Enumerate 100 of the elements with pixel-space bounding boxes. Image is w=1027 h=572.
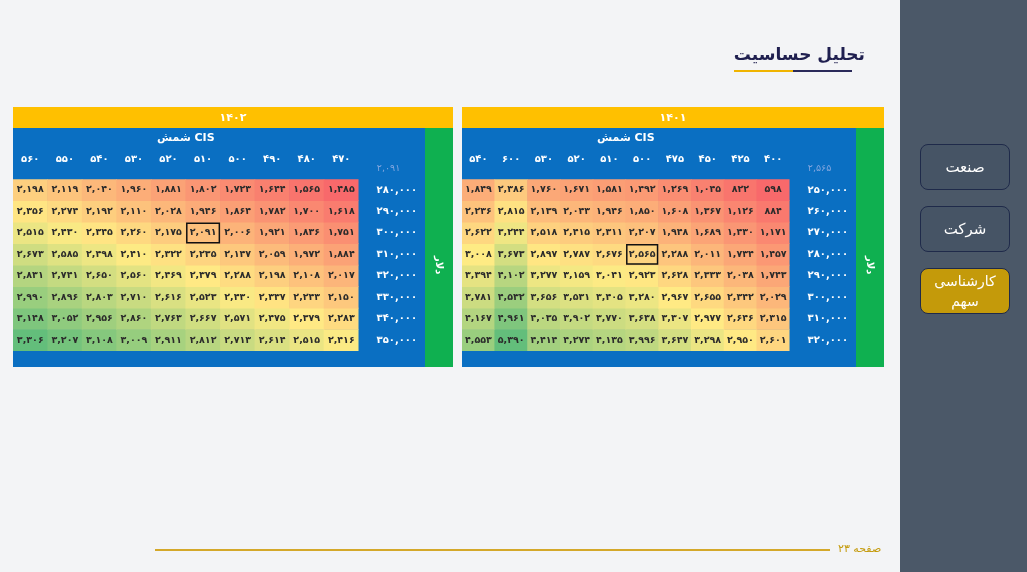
data-label: ۲,۲۶۰ (120, 226, 148, 238)
data-label: ۲,۹۱۱ (155, 333, 182, 345)
data-label: ۳,۰۰۹ (120, 333, 148, 345)
data-label: ۲,۹۶۷ (661, 290, 689, 302)
data-label: ۲,۶۷۶ (596, 247, 623, 259)
data-label: ۲,۶۱۶ (155, 290, 182, 302)
data-label: ۲,۰۲۸ (155, 204, 183, 216)
data-label: ۲,۰۱۷ (327, 269, 355, 281)
data-label: ۳,۷۷۰ (596, 312, 623, 324)
x-tick-label: ۵۶۰ (21, 152, 40, 164)
x-tick-label: ۵۴۰ (469, 152, 488, 164)
y-tick-label: ۲۵۰,۰۰۰ (807, 183, 848, 195)
data-label: ۲,۳۲۲ (155, 247, 183, 259)
data-label: ۳,۱۰۸ (85, 333, 113, 345)
data-label: ۲,۲۸۸ (661, 247, 689, 259)
data-label: ۵,۳۹۰ (497, 333, 525, 345)
data-label: ۲,۴۶۹ (155, 269, 183, 281)
data-label: ۴,۵۳۲ (497, 290, 525, 302)
data-label: ۲,۸۳۱ (16, 269, 44, 281)
data-label: ۳,۶۴۷ (661, 333, 689, 345)
data-label: ۳,۹۹۶ (628, 333, 656, 345)
data-label: ۲,۳۱۵ (759, 312, 787, 324)
x-tick-label: ۴۰۰ (764, 152, 783, 164)
data-label: ۲,۳۱۱ (596, 226, 623, 238)
data-label: ۲,۶۱۴ (258, 333, 286, 345)
data-label: ۲,۷۱۳ (224, 333, 252, 345)
x-tick-label: ۴۷۰ (332, 152, 351, 164)
data-label: ۱,۹۲۱ (258, 226, 286, 238)
data-label: ۲,۳۴۵ (85, 226, 113, 238)
data-label: ۲,۰۱۱ (694, 247, 722, 259)
y-tick-label: ۳۰۰,۰۰۰ (807, 290, 848, 302)
data-label: ۱,۹۶۰ (120, 183, 148, 195)
text: ۲,۵۶۵ (807, 161, 832, 173)
data-label: ۲,۹۹۰ (16, 290, 44, 302)
x-tick-label: ۴۹۰ (263, 152, 282, 164)
data-label: ۲,۰۴۳ (563, 204, 591, 216)
data-label: ۴,۹۶۱ (497, 312, 525, 324)
data-label: ۳,۱۴۸ (16, 312, 44, 324)
data-label: ۲,۱۰۸ (293, 269, 321, 281)
data-label: ۲,۸۱۵ (497, 204, 525, 216)
data-label: ۵۹۸ (764, 183, 783, 195)
text: کارشناسی سهم (920, 268, 1010, 314)
data-label: ۲,۱۳۹ (530, 204, 558, 216)
data-label: ۲,۰۵۹ (258, 247, 286, 259)
data-label: ۲,۴۳۰ (51, 226, 79, 238)
data-label: ۳,۰۵۲ (51, 312, 79, 324)
data-label: ۱,۷۲۳ (224, 183, 252, 195)
x-axis-title: شمش CIS (156, 131, 215, 145)
data-label: ۳,۰۴۱ (596, 269, 623, 281)
data-label: ۲,۹۵۰ (727, 333, 754, 345)
data-label: ۲,۳۴۲ (727, 290, 755, 302)
data-label: ۲,۱۹۲ (85, 204, 113, 216)
x-tick-label: ۵۵۰ (55, 152, 74, 164)
data-label: ۱,۸۰۲ (189, 183, 217, 195)
x-tick-label: ۵۲۰ (159, 152, 178, 164)
y-axis-title: دلار (433, 254, 446, 275)
data-label: ۲,۶۲۸ (661, 269, 689, 281)
data-label: ۱,۷۴۳ (759, 269, 787, 281)
x-tick-label: ۵۱۰ (600, 152, 619, 164)
data-label: ۲,۲۸۳ (327, 312, 355, 324)
data-label: ۳,۴۰۵ (596, 290, 624, 302)
data-label: ۸۲۲ (731, 183, 750, 195)
data-label: ۱,۹۴۸ (661, 226, 689, 238)
data-label: ۲,۲۳۵ (189, 247, 217, 259)
data-label: ۲,۴۱۵ (563, 226, 591, 238)
data-label: ۲,۴۹۸ (85, 247, 113, 259)
data-label: ۲,۱۴۷ (224, 247, 252, 259)
data-label: ۲,۴۷۵ (258, 312, 286, 324)
data-label: ۴,۰۳۵ (530, 312, 558, 324)
data-label: ۲,۲۰۷ (628, 226, 656, 238)
data-label: ۲,۸۰۳ (85, 290, 113, 302)
data-label: ۲,۰۰۶ (224, 226, 252, 238)
data-label: ۲,۶۵۰ (85, 269, 113, 281)
data-label: ۱,۸۸۴ (327, 247, 355, 259)
x-tick-label: ۵۰۰ (633, 152, 652, 164)
data-label: ۳,۲۰۷ (51, 333, 79, 345)
data-label: ۱,۶۴۴ (258, 183, 286, 195)
x-tick-label: ۵۳۰ (124, 152, 144, 164)
data-label: ۲,۴۳۰ (224, 290, 252, 302)
data-label: ۱,۹۴۶ (596, 204, 623, 216)
data-label: ۳,۳۰۶ (16, 333, 44, 345)
data-label: ۲,۱۹۸ (258, 269, 286, 281)
data-label: ۲,۶۷۳ (16, 247, 44, 259)
y-axis-title: دلار (864, 254, 877, 275)
data-label: ۱,۱۷۱ (759, 226, 787, 238)
data-label: ۲,۰۴۰ (85, 183, 113, 195)
data-label: ۲,۵۸۵ (51, 247, 79, 259)
data-label: ۲,۱۱۹ (51, 183, 79, 195)
data-label: ۳,۳۹۴ (464, 269, 492, 281)
data-label: ۳,۱۵۹ (563, 269, 591, 281)
data-label: ۸۸۴ (764, 204, 783, 216)
data-label: ۲,۴۱۶ (327, 333, 355, 345)
data-label: ۳,۲۴۴ (497, 226, 525, 238)
x-tick-label: ۵۲۰ (567, 152, 586, 164)
data-label: ۳,۹۰۲ (563, 312, 591, 324)
data-label: ۲,۶۴۶ (727, 312, 754, 324)
data-label: ۱,۶۱۸ (327, 204, 355, 216)
data-label: ۲,۶۰۱ (759, 333, 787, 345)
data-label: ۲,۵۱۵ (293, 333, 321, 345)
data-label: ۱,۳۶۷ (694, 204, 722, 216)
